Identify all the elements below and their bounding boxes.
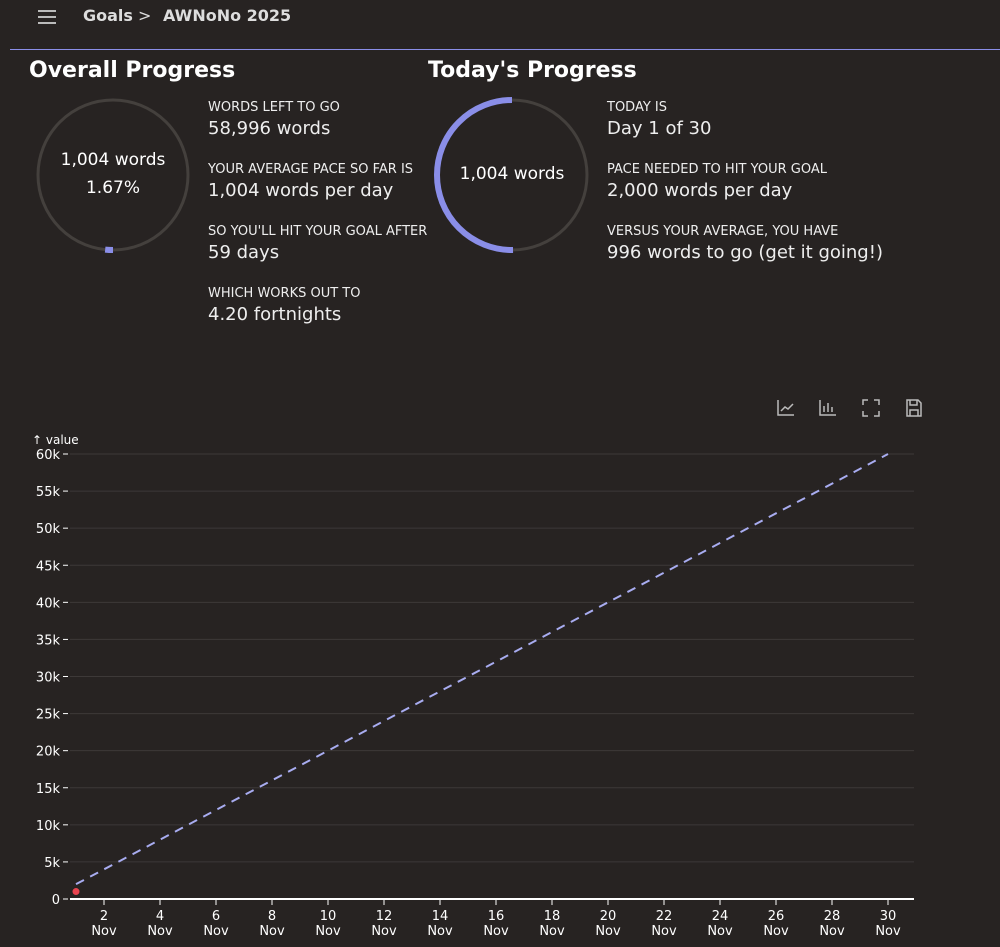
y-tick-label: 5k [44,856,60,871]
x-tick-label: 2 [100,909,108,924]
y-tick-label: 55k [36,485,61,500]
x-tick-label: 26 [768,909,785,924]
stat-label: VERSUS YOUR AVERAGE, YOU HAVE [607,224,839,239]
top-bar: Goals > AWNoNo 2025 [0,0,1000,36]
x-tick-month: Nov [539,924,565,939]
progress-chart: ↑ value 0 5k 10k 15k 20k 25k 30k 35k 40k 45k 50k 55k… [32,433,914,939]
goal-pace-line [75,453,889,886]
stat-value: 1,004 words per day [208,180,394,201]
x-tick-label: 12 [376,909,393,924]
stat-value: 4.20 fortnights [208,304,342,325]
x-tick-month: Nov [819,924,845,939]
y-axis-label: ↑ value [32,433,79,447]
overall-stats: WORDS LEFT TO GO 58,996 words YOUR AVERAG… [208,100,427,348]
x-tick-month: Nov [427,924,453,939]
divider [10,49,1000,50]
y-tick-label: 30k [36,671,61,686]
stat-label: PACE NEEDED TO HIT YOUR GOAL [607,162,827,177]
actual-words-point [72,888,80,896]
y-tick-label: 20k [36,745,61,760]
breadcrumb-goals[interactable]: Goals [83,6,133,25]
x-tick-label: 16 [488,909,505,924]
x-tick-label: 20 [600,909,617,924]
x-tick-month: Nov [91,924,117,939]
overall-progress-title: Overall Progress [29,58,236,83]
today-progress-title: Today's Progress [428,58,637,83]
x-tick-label: 18 [544,909,561,924]
stat-label: WORDS LEFT TO GO [208,100,340,115]
y-tick-label: 35k [36,633,61,648]
y-tick-label: 15k [36,782,61,797]
x-tick-month: Nov [315,924,341,939]
y-tick-label: 45k [36,559,61,574]
overall-progress-ring [35,97,191,253]
x-tick-label: 22 [656,909,673,924]
x-tick-month: Nov [203,924,229,939]
x-tick-month: Nov [259,924,285,939]
x-tick-month: Nov [595,924,621,939]
x-tick-month: Nov [763,924,789,939]
y-tick-label: 40k [36,596,61,611]
x-tick-label: 4 [156,909,164,924]
x-tick-label: 28 [824,909,841,924]
x-tick-month: Nov [371,924,397,939]
x-tick-label: 14 [432,909,449,924]
menu-icon[interactable] [38,10,56,24]
fullscreen-icon[interactable] [861,398,881,418]
x-tick-label: 6 [212,909,220,924]
today-words: 1,004 words [459,164,565,184]
stat-label: TODAY IS [607,100,667,115]
stat-value: 58,996 words [208,118,331,139]
save-icon[interactable] [904,398,924,418]
x-tick-month: Nov [483,924,509,939]
x-tick-label: 10 [320,909,337,924]
overall-ring-label: 1,004 words 1.67% [33,146,193,202]
stat-value: 59 days [208,242,280,263]
x-tick-label: 24 [712,909,729,924]
stat-value: 996 words to go (get it going!) [607,242,883,263]
overall-percent: 1.67% [85,178,140,198]
x-tick-month: Nov [707,924,733,939]
bar-chart-icon[interactable] [818,398,838,418]
stat-label: SO YOU'LL HIT YOUR GOAL AFTER [208,224,428,239]
today-stats: TODAY IS Day 1 of 30 PACE NEEDED TO HIT Y… [607,100,883,286]
y-tick-label: 50k [36,522,61,537]
breadcrumb-current: AWNoNo 2025 [163,6,292,25]
x-tick-label: 30 [880,909,897,924]
stat-value: 2,000 words per day [607,180,793,201]
overall-words: 1,004 words [60,150,166,170]
stat-value: Day 1 of 30 [607,118,712,139]
line-chart-icon[interactable] [776,398,796,418]
today-progress-ring [434,97,590,253]
x-tick-month: Nov [875,924,901,939]
breadcrumb-separator: > [138,6,152,25]
x-tick-month: Nov [651,924,677,939]
stat-label: YOUR AVERAGE PACE SO FAR IS [208,162,414,177]
y-tick-label: 10k [36,819,61,834]
y-tick-label: 25k [36,708,61,723]
y-tick-label: 0 [52,893,60,908]
x-tick-label: 8 [268,909,276,924]
stat-label: WHICH WORKS OUT TO [208,286,361,301]
y-tick-label: 60k [36,448,61,463]
x-tick-month: Nov [147,924,173,939]
